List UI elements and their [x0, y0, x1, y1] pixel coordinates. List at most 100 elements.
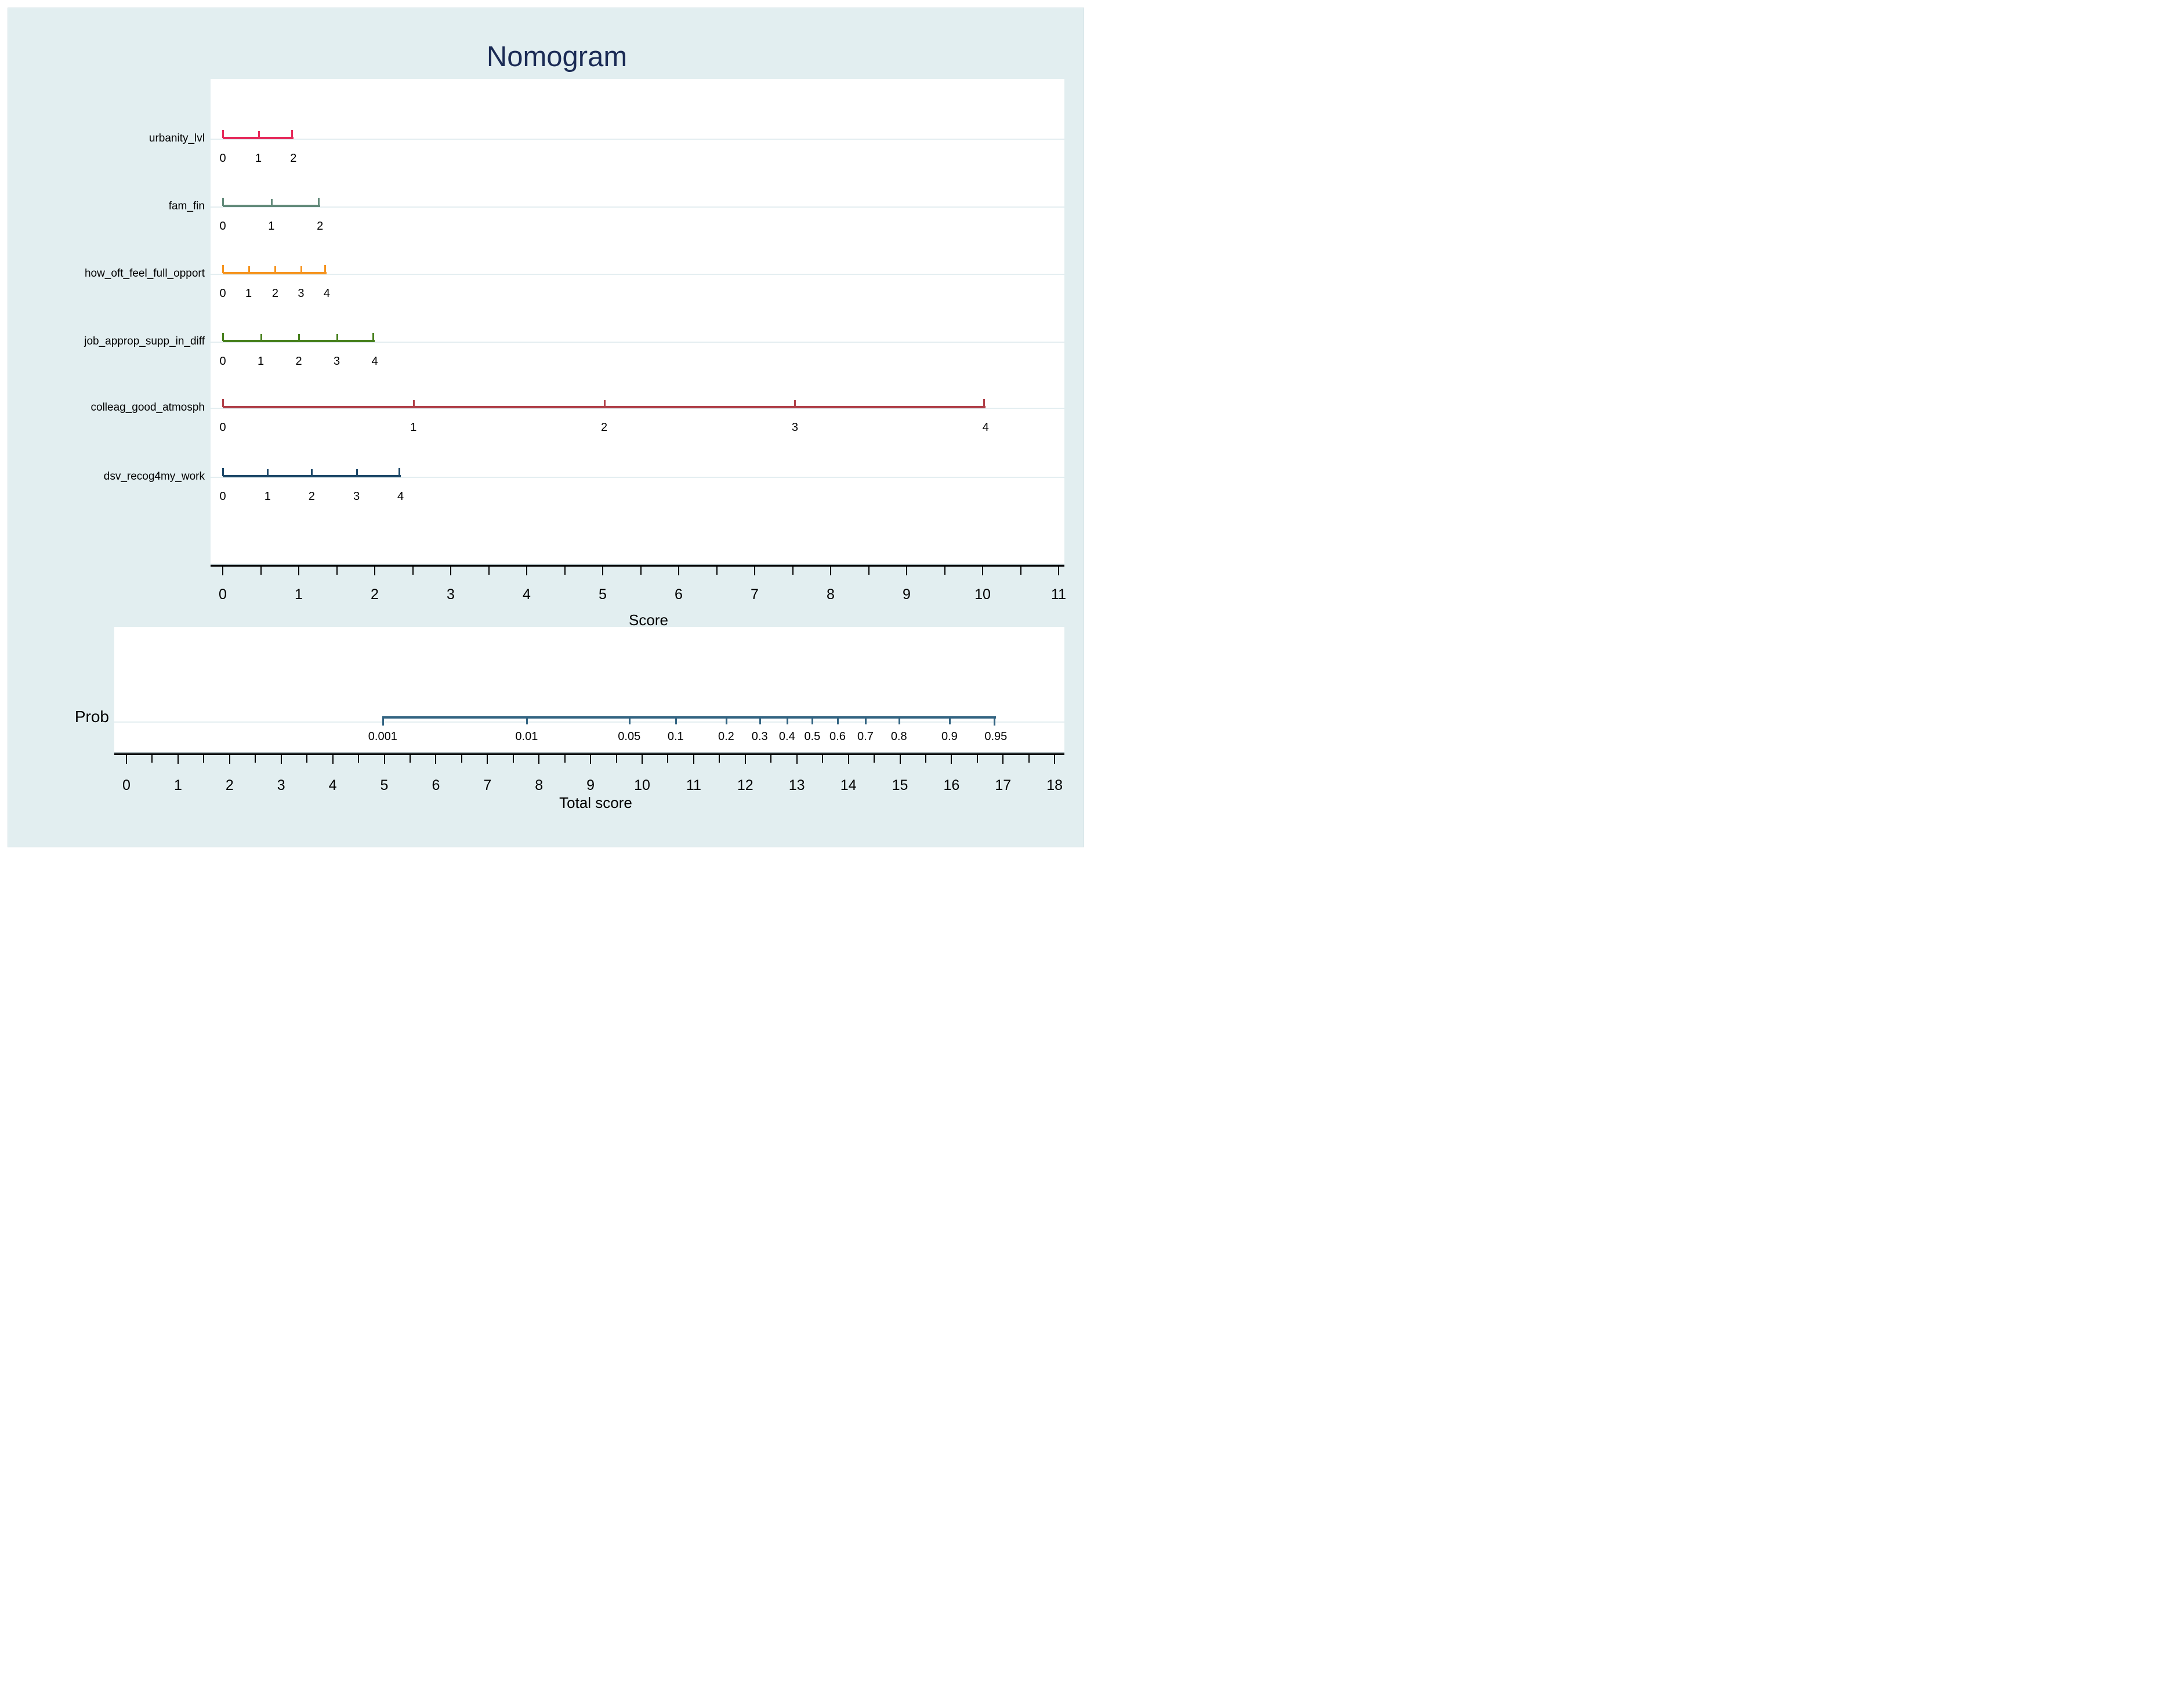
total-minor-tick	[719, 755, 720, 763]
score-major-tick	[298, 567, 299, 575]
total-minor-tick	[512, 755, 514, 763]
probability-tick-label: 0.01	[515, 730, 538, 743]
total-minor-tick	[358, 755, 360, 763]
variable-axis-line	[223, 406, 986, 408]
total-major-tick	[847, 755, 849, 764]
score-tick-label: 7	[751, 586, 759, 603]
score-minor-tick	[792, 567, 794, 575]
score-minor-tick	[640, 567, 642, 575]
total-tick-label: 1	[173, 777, 182, 793]
score-minor-tick	[564, 567, 566, 575]
lower-plot-panel	[114, 627, 1064, 752]
variable-point-label: 1	[268, 220, 275, 233]
score-minor-tick	[716, 567, 718, 575]
variable-axis-line	[223, 340, 375, 342]
variable-point-tick	[248, 266, 250, 273]
variable-axis-line	[223, 272, 327, 274]
variable-point-label: 3	[298, 287, 305, 300]
score-tick-label: 10	[974, 586, 991, 603]
variable-point-tick	[222, 468, 224, 476]
score-minor-tick	[868, 567, 869, 575]
score-tick-label: 6	[675, 586, 683, 603]
score-major-tick	[982, 567, 983, 575]
score-tick-label: 5	[599, 586, 607, 603]
variable-point-tick	[270, 199, 273, 206]
variable-point-tick	[412, 400, 415, 407]
probability-tick	[864, 716, 867, 724]
variable-point-tick	[222, 265, 224, 273]
score-axis-title: Score	[629, 611, 668, 629]
total-minor-tick	[564, 755, 566, 763]
variable-point-label: 4	[397, 490, 404, 503]
variable-point-label: 4	[371, 355, 378, 368]
score-minor-tick	[1020, 567, 1021, 575]
variable-name-label: how_oft_feel_full_opport	[84, 267, 205, 280]
probability-tick-label: 0.6	[829, 730, 846, 743]
score-minor-tick	[412, 567, 414, 575]
variable-point-label: 0	[219, 421, 226, 434]
score-tick-label: 11	[1051, 586, 1066, 603]
probability-tick	[675, 716, 677, 724]
total-major-tick	[1002, 755, 1004, 764]
total-tick-label: 14	[840, 777, 857, 793]
variable-point-label: 2	[601, 421, 608, 434]
total-major-tick	[590, 755, 592, 764]
probability-tick-label: 0.4	[778, 730, 795, 743]
score-axis-edge	[211, 564, 1064, 565]
total-major-tick	[435, 755, 437, 764]
total-major-tick	[177, 755, 179, 764]
total-minor-tick	[203, 755, 205, 763]
variable-point-tick	[222, 333, 224, 341]
total-tick-label: 12	[737, 777, 753, 793]
total-major-tick	[538, 755, 540, 764]
probability-tick	[759, 716, 761, 724]
variable-name-label: job_approp_supp_in_diff	[84, 335, 205, 347]
score-major-tick	[678, 567, 679, 575]
total-tick-label: 11	[686, 777, 701, 793]
score-tick-label: 4	[523, 586, 531, 603]
score-major-tick	[830, 567, 831, 575]
probability-tick-label: 0.7	[857, 730, 874, 743]
variable-point-tick	[222, 399, 224, 407]
variable-name-label: fam_fin	[168, 200, 205, 212]
probability-tick	[898, 716, 900, 724]
score-tick-label: 8	[827, 586, 835, 603]
variable-point-label: 0	[219, 490, 226, 503]
total-major-tick	[383, 755, 385, 764]
variable-point-tick	[298, 334, 300, 341]
total-axis-line	[114, 753, 1064, 755]
total-tick-label: 10	[634, 777, 650, 793]
total-tick-label: 17	[995, 777, 1012, 793]
score-tick-label: 3	[447, 586, 455, 603]
figure-title: Nomogram	[486, 41, 628, 72]
probability-tick-label: 0.9	[941, 730, 958, 743]
variable-point-label: 2	[295, 355, 302, 368]
variable-point-tick	[258, 131, 260, 138]
total-tick-label: 6	[432, 777, 440, 793]
row-gridline	[211, 408, 1064, 409]
total-score-axis	[114, 752, 1064, 772]
total-major-tick	[280, 755, 282, 764]
probability-tick-label: 0.1	[667, 730, 684, 743]
total-axis-edge	[114, 752, 1064, 753]
total-minor-tick	[255, 755, 256, 763]
upper-plot-panel	[211, 79, 1064, 564]
probability-tick	[993, 716, 995, 726]
total-major-tick	[126, 755, 127, 764]
total-minor-tick	[409, 755, 411, 763]
variable-axis-line	[223, 205, 320, 207]
variable-point-label: 2	[317, 220, 324, 233]
total-minor-tick	[976, 755, 978, 763]
total-tick-label: 0	[122, 777, 131, 793]
variable-point-tick	[398, 468, 400, 476]
variable-point-label: 1	[264, 490, 271, 503]
total-minor-tick	[151, 755, 153, 763]
probability-tick-label: 0.2	[718, 730, 734, 743]
total-tick-label: 8	[535, 777, 544, 793]
total-tick-label: 2	[225, 777, 234, 793]
probability-tick-label: 0.95	[984, 730, 1008, 743]
total-minor-tick	[461, 755, 462, 763]
total-tick-label: 4	[328, 777, 337, 793]
variable-point-label: 1	[255, 152, 262, 165]
variable-point-tick	[603, 400, 606, 407]
